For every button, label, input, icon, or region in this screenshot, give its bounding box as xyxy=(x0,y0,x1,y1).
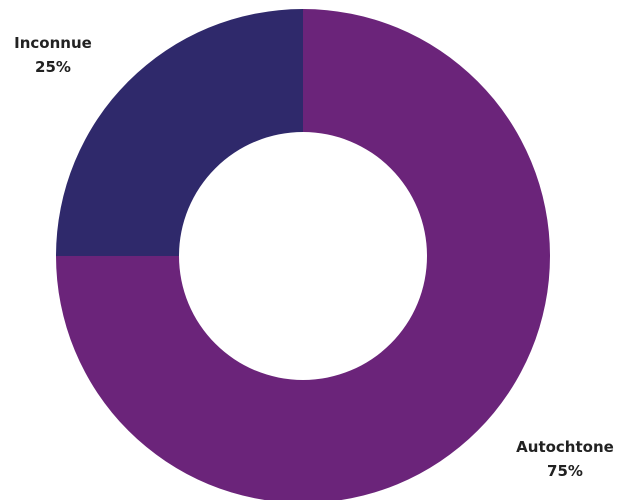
slice-label-autochtone: Autochtone xyxy=(516,438,614,456)
slice-autochtone xyxy=(56,9,550,500)
labels-group: Inconnue 25% Autochtone 75% xyxy=(14,34,614,480)
slice-value-inconnue: 25% xyxy=(35,58,71,76)
slices-group xyxy=(56,9,550,500)
slice-value-autochtone: 75% xyxy=(547,462,583,480)
slice-inconnue xyxy=(56,9,303,256)
slice-label-inconnue: Inconnue xyxy=(14,34,92,52)
